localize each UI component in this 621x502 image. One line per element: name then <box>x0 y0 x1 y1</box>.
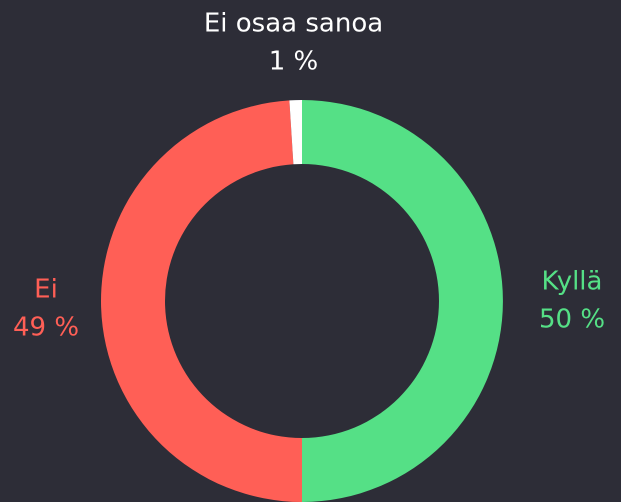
donut-segment <box>289 100 302 165</box>
value-label: 1 % <box>269 47 319 77</box>
value-label: 50 % <box>539 305 605 335</box>
category-label: Ei <box>34 275 58 305</box>
category-label: Kyllä <box>542 267 603 297</box>
donut-segment <box>302 100 503 502</box>
donut-segment <box>101 100 302 502</box>
category-label: Ei osaa sanoa <box>204 9 383 39</box>
value-label: 49 % <box>13 313 79 343</box>
